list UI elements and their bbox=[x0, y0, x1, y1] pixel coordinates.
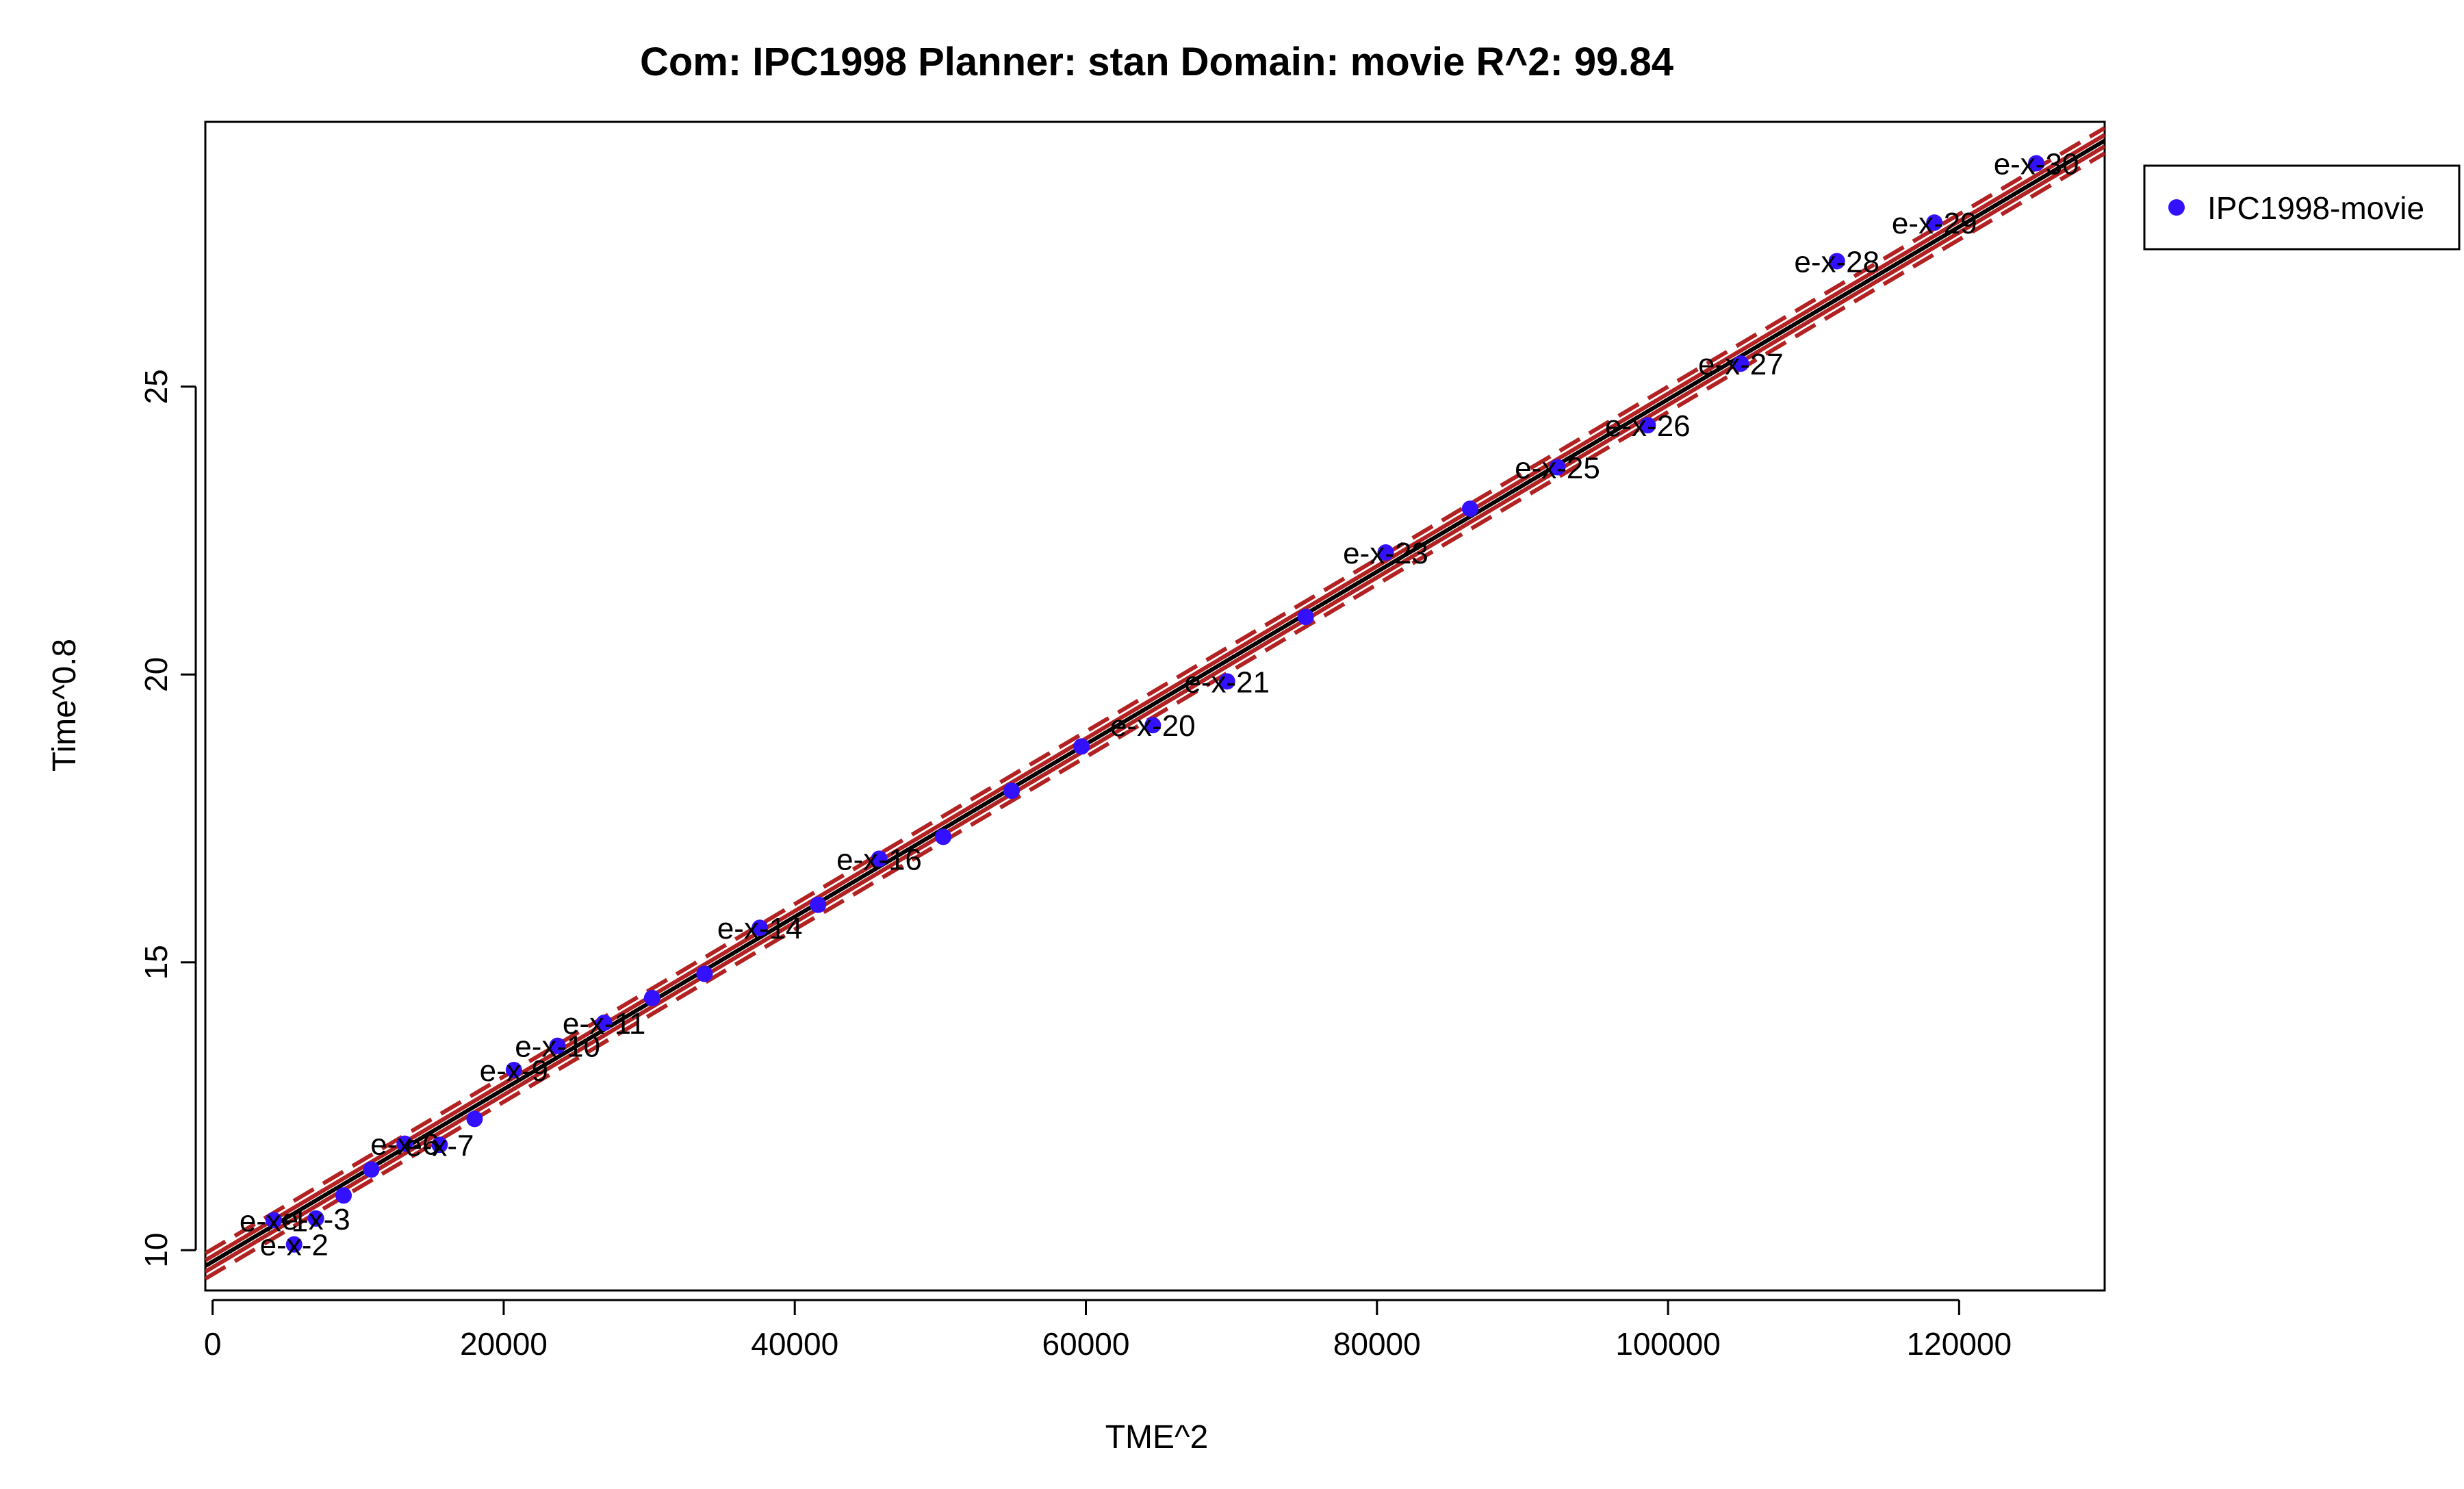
point-label: e-x-1 bbox=[240, 1204, 308, 1238]
x-tick-label: 120000 bbox=[1907, 1326, 2012, 1362]
upper-band-dashed-line bbox=[205, 126, 2105, 1256]
x-tick-label: 0 bbox=[204, 1326, 222, 1362]
data-point bbox=[810, 896, 827, 913]
point-label: e-x-14 bbox=[717, 912, 803, 945]
data-point bbox=[752, 919, 769, 937]
y-axis-label: Time^0.8 bbox=[47, 639, 83, 772]
point-label: e-x-7 bbox=[405, 1129, 474, 1162]
y-tick-label: 25 bbox=[138, 369, 174, 404]
x-tick-label: 80000 bbox=[1333, 1326, 1421, 1362]
point-label: e-x-6 bbox=[370, 1128, 439, 1162]
data-point bbox=[643, 989, 660, 1006]
y-tick-label: 10 bbox=[138, 1233, 174, 1268]
point-label: e-x-28 bbox=[1794, 245, 1879, 279]
point-label: e-x-9 bbox=[480, 1054, 548, 1088]
x-tick-label: 100000 bbox=[1615, 1326, 1721, 1362]
data-point bbox=[265, 1212, 282, 1229]
data-point bbox=[1461, 500, 1478, 518]
data-point bbox=[935, 828, 952, 845]
legend: IPC1998-movie bbox=[2143, 164, 2461, 251]
point-label: e-x-11 bbox=[563, 1007, 645, 1041]
point-label: e-x-23 bbox=[1343, 537, 1428, 570]
data-point bbox=[431, 1136, 448, 1154]
point-label: e-x-30 bbox=[1994, 148, 2079, 181]
x-tick-label: 40000 bbox=[751, 1326, 838, 1362]
data-point bbox=[1297, 609, 1314, 626]
upper-band-line bbox=[205, 133, 2105, 1262]
data-point bbox=[1144, 717, 1162, 734]
point-label: e-x-26 bbox=[1605, 409, 1691, 443]
chart-title: Com: IPC1998 Planner: stan Domain: movie… bbox=[640, 40, 1673, 84]
point-label: e-x-10 bbox=[515, 1030, 600, 1064]
data-point bbox=[1732, 355, 1749, 372]
point-label: e-x-27 bbox=[1698, 348, 1784, 381]
point-label: e-x-2 bbox=[260, 1229, 329, 1262]
legend-marker bbox=[2168, 199, 2185, 216]
y-tick-label: 15 bbox=[138, 945, 174, 980]
data-point bbox=[335, 1187, 352, 1204]
data-point bbox=[1639, 417, 1656, 434]
x-tick-label: 20000 bbox=[460, 1326, 548, 1362]
x-tick-label: 60000 bbox=[1042, 1326, 1130, 1362]
data-point bbox=[1218, 673, 1235, 690]
data-point bbox=[363, 1161, 380, 1178]
plot-frame bbox=[204, 120, 2106, 1292]
data-point bbox=[1073, 738, 1090, 755]
data-point bbox=[1003, 782, 1021, 800]
plot-area: 0 20000 40000 60000 80000 100000 120000 10 15 20 2… bbox=[138, 120, 2106, 1362]
point-label: e-x-3 bbox=[281, 1203, 350, 1236]
point-label: e-x-16 bbox=[836, 843, 922, 876]
data-point bbox=[1828, 253, 1845, 270]
data-point bbox=[549, 1037, 566, 1054]
data-point bbox=[595, 1014, 613, 1031]
data-point bbox=[1377, 544, 1394, 561]
fit-line bbox=[205, 138, 2105, 1268]
point-label: e-x-20 bbox=[1110, 709, 1196, 743]
point-label: e-x-25 bbox=[1515, 452, 1600, 485]
point-label: e-x-21 bbox=[1184, 665, 1270, 699]
data-point bbox=[505, 1061, 522, 1078]
data-point bbox=[285, 1236, 303, 1253]
data-point bbox=[2028, 155, 2045, 172]
data-point bbox=[466, 1110, 483, 1128]
legend-entry-label: IPC1998-movie bbox=[2207, 190, 2424, 226]
data-point bbox=[696, 965, 713, 982]
data-point bbox=[307, 1210, 324, 1227]
x-axis-label: TME^2 bbox=[1105, 1419, 1209, 1455]
lower-band-line bbox=[205, 144, 2105, 1274]
point-label: e-x-29 bbox=[1892, 207, 1977, 240]
data-point bbox=[1926, 214, 1943, 231]
lower-band-dashed-line bbox=[205, 151, 2105, 1281]
data-point bbox=[396, 1135, 413, 1152]
data-point bbox=[871, 850, 888, 867]
y-tick-label: 20 bbox=[138, 657, 174, 692]
legend-box bbox=[2143, 164, 2461, 251]
data-point bbox=[1549, 459, 1566, 476]
